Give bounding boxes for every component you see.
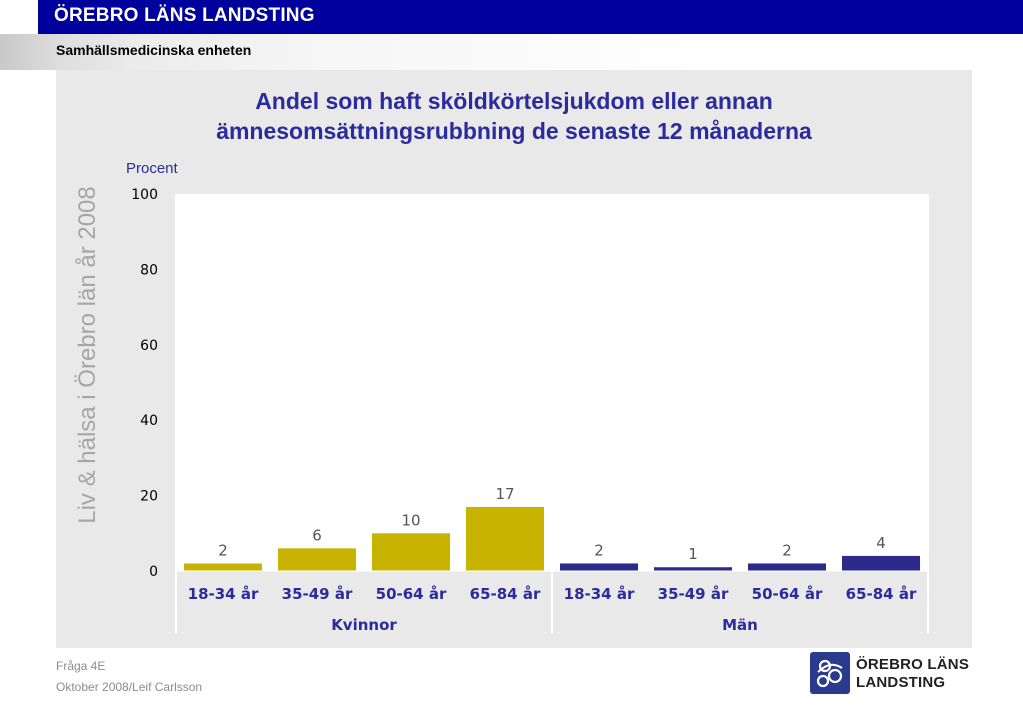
plot-area (176, 194, 928, 571)
data-label: 10 (401, 511, 420, 529)
chart-title-line1: Andel som haft sköldkörtelsjukdom eller … (255, 88, 773, 114)
y-tick-label: 0 (149, 564, 158, 580)
landsting-emblem-icon (810, 652, 850, 694)
y-axis-label: Procent (126, 160, 179, 177)
data-label: 2 (782, 541, 792, 559)
logo-text-line1: ÖREBRO LÄNS (856, 656, 970, 673)
data-label: 6 (312, 526, 322, 544)
logo-text-line2: LANDSTING (856, 674, 946, 691)
y-tick-label: 60 (140, 338, 158, 354)
y-tick-label: 80 (140, 262, 158, 278)
x-tick-label: 65-84 år (846, 585, 917, 603)
bar (371, 533, 451, 571)
x-tick-label: 65-84 år (470, 585, 541, 603)
date-author-label: Oktober 2008/Leif Carlsson (56, 680, 203, 694)
y-tick-label: 100 (131, 187, 158, 203)
bar (465, 506, 545, 571)
chart-title-line2: ämnesomsättningsrubbning de senaste 12 m… (216, 118, 812, 144)
x-tick-label: 50-64 år (752, 585, 823, 603)
subheader-bar (0, 34, 1023, 70)
bar (183, 563, 263, 571)
data-label: 17 (495, 485, 514, 503)
question-label: Fråga 4E (56, 659, 106, 673)
chart-title: Andel som haft sköldkörtelsjukdom eller … (56, 86, 972, 146)
bar (277, 548, 357, 571)
x-tick-label: 50-64 år (376, 585, 447, 603)
x-tick-label: 18-34 år (188, 585, 259, 603)
bar (559, 563, 639, 571)
data-label: 2 (218, 541, 228, 559)
header-blue-band (38, 0, 1023, 34)
data-label: 2 (594, 541, 604, 559)
x-tick-label: 18-34 år (564, 585, 635, 603)
bar (653, 567, 733, 571)
data-label: 4 (876, 534, 886, 552)
group-label: Kvinnor (331, 616, 397, 634)
unit-name: Samhällsmedicinska enheten (56, 42, 252, 58)
org-title: ÖREBRO LÄNS LANDSTING (54, 5, 315, 26)
y-tick-label: 20 (140, 489, 158, 505)
bar (747, 563, 827, 571)
data-label: 1 (688, 545, 698, 563)
x-tick-label: 35-49 år (658, 585, 729, 603)
x-tick-label: 35-49 år (282, 585, 353, 603)
bar (841, 555, 921, 571)
header-bar (0, 0, 1023, 34)
y-tick-label: 40 (140, 413, 158, 429)
group-label: Män (722, 616, 758, 634)
